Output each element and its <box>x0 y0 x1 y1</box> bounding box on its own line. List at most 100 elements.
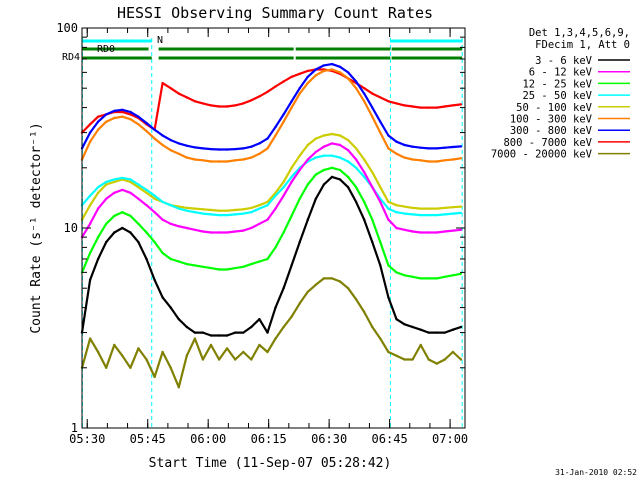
series-0-point-36 <box>371 240 374 244</box>
series-3-point-24 <box>274 194 277 197</box>
series-6-point-16 <box>209 147 213 151</box>
series-4-point-43 <box>427 207 430 210</box>
series-4-point-24 <box>274 191 277 194</box>
series-0-point-47 <box>459 325 463 329</box>
series-4-point-3 <box>105 183 108 186</box>
series-2-point-26 <box>290 214 293 218</box>
series-line-1 <box>81 142 462 238</box>
series-5-point-19 <box>234 159 237 162</box>
series-5-point-20 <box>242 158 245 161</box>
series-0-point-9 <box>153 278 156 282</box>
series-1-point-7 <box>137 197 140 200</box>
series-2-point-25 <box>282 231 285 234</box>
series-0-point-23 <box>266 331 269 334</box>
series-4-point-47 <box>459 205 463 208</box>
series-8-point-28 <box>306 290 309 293</box>
series-5-point-21 <box>250 156 253 159</box>
series-7-point-20 <box>242 102 245 105</box>
series-6-point-13 <box>185 144 188 147</box>
series-3-point-43 <box>427 213 430 217</box>
series-7-point-16 <box>209 104 213 107</box>
series-1-point-23 <box>266 218 269 221</box>
series-4-point-8 <box>145 191 148 194</box>
series-0-point-29 <box>314 197 317 200</box>
legend-label-8: 7000 - 20000 keV <box>491 149 593 161</box>
series-6-point-42 <box>419 146 422 149</box>
series-1-point-12 <box>177 225 180 228</box>
series-7-point-43 <box>427 106 430 109</box>
series-8-point-29 <box>314 283 317 286</box>
series-0-point-6 <box>129 231 132 234</box>
series-8-point-7 <box>137 347 140 350</box>
series-6-point-14 <box>193 146 197 149</box>
series-6-point-29 <box>314 68 317 71</box>
series-5-point-38 <box>387 147 390 150</box>
series-1-point-5 <box>121 188 124 192</box>
series-4-point-44 <box>435 207 438 210</box>
series-7-point-27 <box>298 72 301 76</box>
series-6-point-11 <box>169 138 172 142</box>
series-5-point-25 <box>282 120 285 123</box>
series-7-point-13 <box>185 96 188 99</box>
series-7-point-26 <box>290 75 293 79</box>
series-3-point-42 <box>419 213 422 217</box>
series-7-point-24 <box>274 85 277 88</box>
series-4-point-6 <box>129 180 132 184</box>
series-1-point-19 <box>234 230 237 233</box>
series-8-point-17 <box>217 358 221 361</box>
series-6-point-30 <box>322 64 326 67</box>
series-3-point-7 <box>137 183 140 186</box>
series-6-point-38 <box>387 134 390 137</box>
series-1-point-35 <box>363 171 366 174</box>
series-6-point-28 <box>306 75 309 79</box>
series-2-point-4 <box>113 214 116 218</box>
series-6-point-41 <box>411 145 414 148</box>
series-0-point-39 <box>395 318 398 321</box>
series-2-point-2 <box>96 236 100 239</box>
series-6-point-36 <box>371 106 374 109</box>
series-2-point-3 <box>105 222 108 225</box>
series-7-point-39 <box>395 102 398 105</box>
series-2-point-18 <box>225 268 229 271</box>
series-8-point-44 <box>435 362 438 365</box>
series-2-point-29 <box>314 173 317 176</box>
series-4-point-45 <box>443 206 446 210</box>
series-6-point-27 <box>298 87 301 90</box>
series-0-point-28 <box>306 218 309 221</box>
series-0-point-24 <box>274 306 277 309</box>
series-7-point-37 <box>379 96 382 99</box>
series-4-point-28 <box>306 143 309 147</box>
series-3-point-12 <box>177 207 180 210</box>
series-6-point-44 <box>435 147 438 150</box>
series-7-point-5 <box>121 110 124 114</box>
series-8-point-39 <box>395 354 398 357</box>
series-2-point-6 <box>129 214 132 218</box>
series-8-point-25 <box>282 325 285 329</box>
series-2-point-15 <box>201 265 205 268</box>
x-axis-label: Start Time (11-Sep-07 05:28:42) <box>149 456 392 471</box>
series-1-point-47 <box>459 228 463 231</box>
series-4-point-16 <box>209 208 213 212</box>
y-tick-label-1: 10 <box>64 221 78 235</box>
series-8-point-16 <box>209 343 213 347</box>
series-7-point-17 <box>217 105 221 108</box>
series-8-point-20 <box>242 350 245 354</box>
series-6-point-32 <box>338 65 342 69</box>
series-1-point-34 <box>354 158 358 161</box>
series-3-point-22 <box>258 207 261 210</box>
series-0-point-26 <box>290 264 293 267</box>
series-4-point-31 <box>330 132 334 136</box>
series-1-point-31 <box>330 142 334 145</box>
series-5-point-13 <box>185 156 188 159</box>
axis-layer: 1 10 100 05:30 05:45 06:00 06:15 06:30 06:45 07:0… <box>56 21 468 446</box>
series-5-point-15 <box>201 159 205 162</box>
series-1-point-16 <box>209 231 213 234</box>
series-line-2 <box>80 166 462 280</box>
series-3-point-26 <box>290 175 293 179</box>
series-6-point-37 <box>379 120 382 123</box>
series-5-point-46 <box>451 158 455 161</box>
series-5-point-30 <box>322 69 326 73</box>
series-8-point-35 <box>363 310 366 314</box>
series-8-point-11 <box>169 366 172 369</box>
series-6-point-20 <box>242 147 245 150</box>
